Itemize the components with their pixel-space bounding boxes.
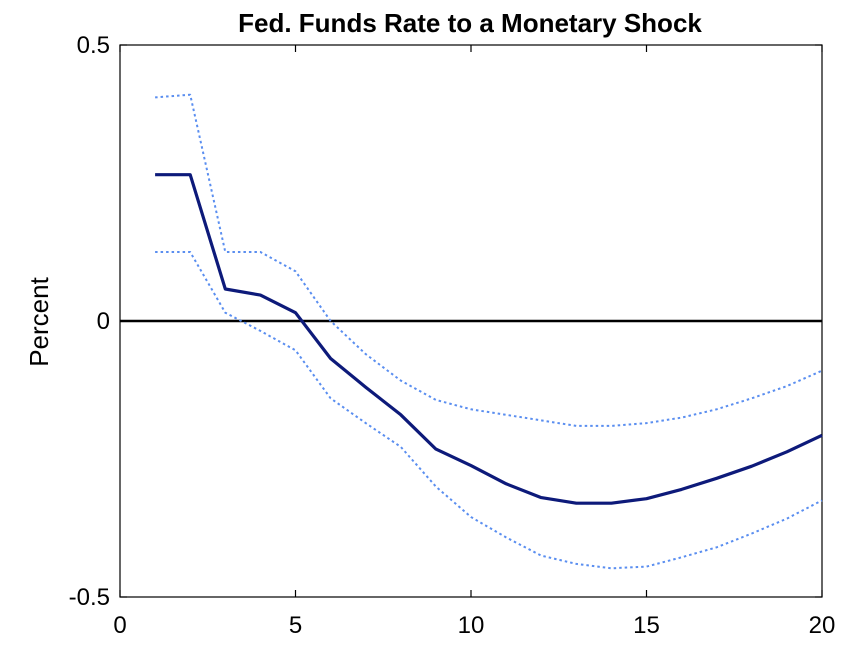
x-tick-label: 5 [289,612,302,639]
y-tick-label: -0.5 [69,584,110,611]
y-axis-label: Percent [24,276,54,366]
chart-title: Fed. Funds Rate to a Monetary Shock [238,8,702,38]
x-tick-label: 10 [458,612,485,639]
x-tick-label: 20 [809,612,836,639]
x-tick-label: 0 [113,612,126,639]
y-tick-label: 0 [97,308,110,335]
series-line-estimate [155,173,823,505]
plot-area: 0 5 10 15 20-0.500.5 [69,32,836,639]
y-tick-label: 0.5 [77,32,110,59]
x-tick-label: 15 [633,612,660,639]
series-line-upper-band [155,93,823,427]
series-line-lower-band [155,251,823,570]
